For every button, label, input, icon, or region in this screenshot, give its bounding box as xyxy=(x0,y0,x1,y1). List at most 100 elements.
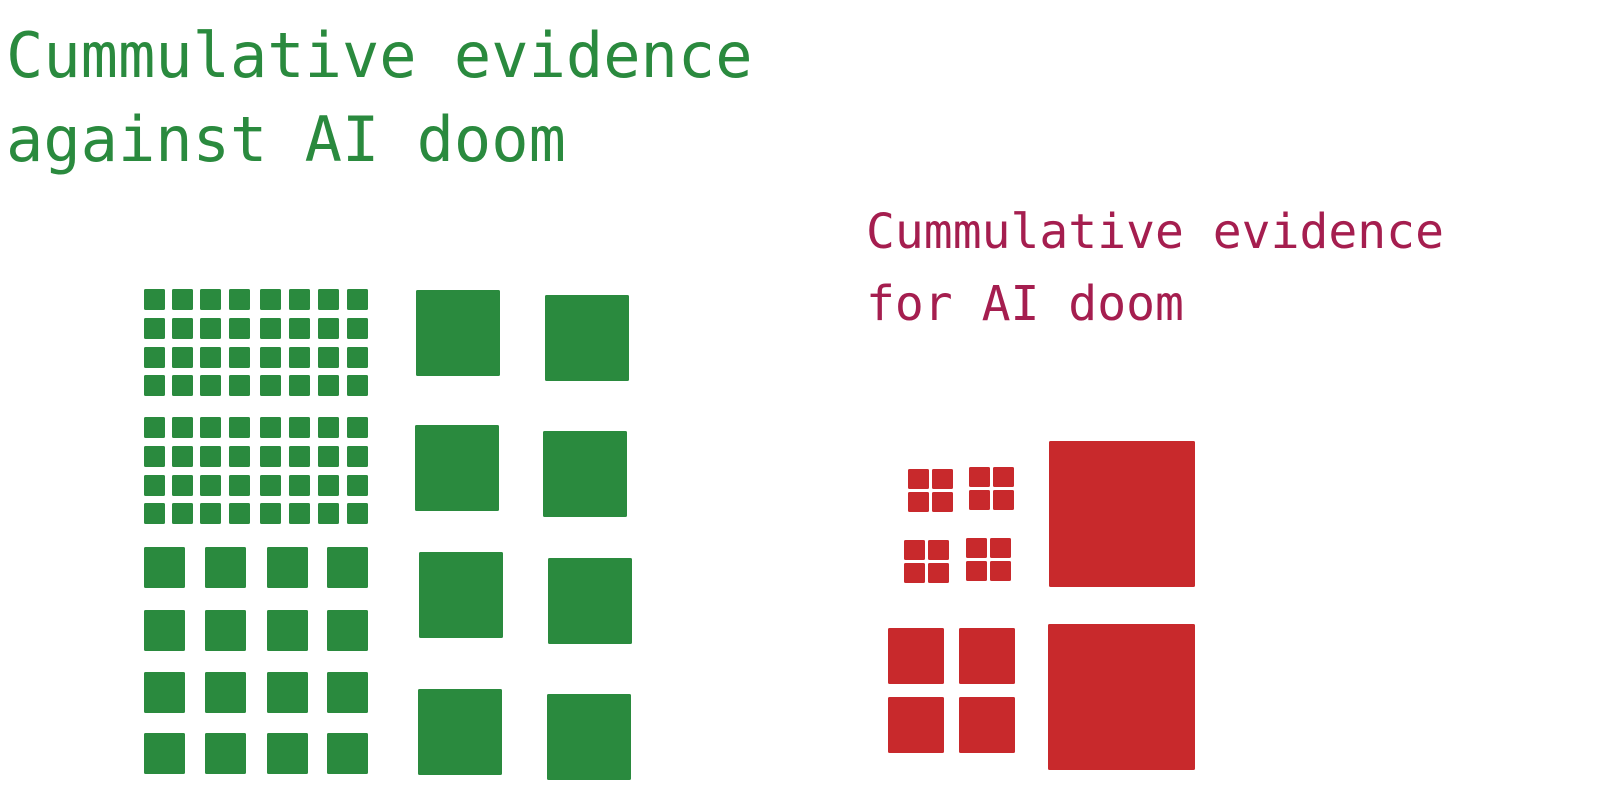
evidence-square-small xyxy=(267,672,308,713)
for-panel-title: Cummulative evidence for AI doom xyxy=(866,196,1444,340)
evidence-square-tiny xyxy=(347,446,368,467)
for-title-line-2: for AI doom xyxy=(866,276,1184,332)
evidence-square-medium xyxy=(547,694,631,780)
evidence-square-tiny xyxy=(200,446,221,467)
evidence-square-tiny xyxy=(172,503,193,524)
evidence-square-medium xyxy=(959,697,1015,753)
evidence-square-tiny xyxy=(260,417,281,438)
evidence-square-tiny xyxy=(172,417,193,438)
evidence-square-tiny xyxy=(172,318,193,339)
evidence-square-tiny xyxy=(347,318,368,339)
evidence-square-tiny xyxy=(172,375,193,396)
evidence-square-tiny xyxy=(318,347,339,368)
evidence-square-tiny xyxy=(200,289,221,310)
evidence-square-tiny xyxy=(200,503,221,524)
evidence-square-small xyxy=(144,733,185,774)
evidence-square-tiny xyxy=(260,375,281,396)
evidence-square-tiny xyxy=(260,503,281,524)
evidence-square-tiny xyxy=(200,375,221,396)
evidence-square-tiny xyxy=(347,375,368,396)
evidence-square-tiny xyxy=(347,503,368,524)
evidence-square-medium xyxy=(419,552,503,638)
evidence-square-tiny xyxy=(229,318,250,339)
evidence-square-tiny xyxy=(144,347,165,368)
evidence-square-tiny xyxy=(289,318,310,339)
against-title-line-1: Cummulative evidence xyxy=(6,19,753,92)
evidence-square-tiny xyxy=(200,475,221,496)
evidence-square-medium xyxy=(415,425,499,511)
evidence-square-medium xyxy=(959,628,1015,684)
evidence-square-tiny xyxy=(229,417,250,438)
evidence-square-medium xyxy=(548,558,632,644)
evidence-square-tiny xyxy=(229,375,250,396)
evidence-square-tiny xyxy=(318,318,339,339)
evidence-square-tiny xyxy=(318,417,339,438)
evidence-square-tiny xyxy=(966,538,987,558)
evidence-square-tiny xyxy=(172,475,193,496)
evidence-square-small xyxy=(327,610,368,651)
evidence-square-medium xyxy=(888,628,944,684)
evidence-square-tiny xyxy=(144,289,165,310)
evidence-square-tiny xyxy=(318,375,339,396)
evidence-square-tiny xyxy=(347,475,368,496)
evidence-square-medium xyxy=(545,295,629,381)
against-panel-title: Cummulative evidence against AI doom xyxy=(6,14,753,182)
evidence-square-tiny xyxy=(932,492,953,512)
evidence-square-small xyxy=(327,672,368,713)
evidence-square-tiny xyxy=(990,538,1011,558)
evidence-square-tiny xyxy=(318,503,339,524)
evidence-square-tiny xyxy=(990,561,1011,581)
evidence-square-tiny xyxy=(966,561,987,581)
evidence-square-small xyxy=(205,672,246,713)
evidence-square-tiny xyxy=(229,347,250,368)
evidence-square-tiny xyxy=(993,467,1014,487)
for-evidence-squares xyxy=(888,441,1195,770)
evidence-square-small xyxy=(144,672,185,713)
evidence-square-small xyxy=(205,610,246,651)
evidence-square-tiny xyxy=(318,475,339,496)
evidence-square-small xyxy=(327,547,368,588)
evidence-square-tiny xyxy=(260,318,281,339)
evidence-square-tiny xyxy=(904,563,925,583)
evidence-square-tiny xyxy=(229,475,250,496)
against-title-line-2: against AI doom xyxy=(6,103,566,176)
evidence-square-medium xyxy=(888,697,944,753)
evidence-square-tiny xyxy=(229,446,250,467)
evidence-square-tiny xyxy=(260,475,281,496)
evidence-square-tiny xyxy=(260,446,281,467)
evidence-square-tiny xyxy=(347,347,368,368)
evidence-square-tiny xyxy=(144,503,165,524)
evidence-square-tiny xyxy=(347,289,368,310)
evidence-square-tiny xyxy=(347,417,368,438)
evidence-square-tiny xyxy=(144,475,165,496)
evidence-square-medium xyxy=(416,290,500,376)
evidence-square-small xyxy=(144,547,185,588)
against-evidence-squares xyxy=(144,289,632,780)
evidence-square-small xyxy=(144,610,185,651)
evidence-square-tiny xyxy=(144,375,165,396)
evidence-square-tiny xyxy=(904,540,925,560)
evidence-square-tiny xyxy=(908,469,929,489)
evidence-square-medium xyxy=(543,431,627,517)
evidence-square-tiny xyxy=(928,563,949,583)
evidence-square-small xyxy=(267,733,308,774)
evidence-square-tiny xyxy=(318,446,339,467)
evidence-square-medium xyxy=(418,689,502,775)
evidence-square-tiny xyxy=(289,503,310,524)
evidence-square-tiny xyxy=(908,492,929,512)
evidence-square-tiny xyxy=(200,417,221,438)
evidence-square-tiny xyxy=(289,417,310,438)
evidence-square-tiny xyxy=(289,375,310,396)
evidence-square-small xyxy=(267,547,308,588)
evidence-square-small xyxy=(267,610,308,651)
evidence-square-tiny xyxy=(144,417,165,438)
evidence-square-tiny xyxy=(260,347,281,368)
evidence-square-tiny xyxy=(969,467,990,487)
evidence-square-small xyxy=(327,733,368,774)
evidence-square-tiny xyxy=(144,318,165,339)
evidence-square-tiny xyxy=(172,347,193,368)
evidence-square-tiny xyxy=(172,289,193,310)
evidence-square-small xyxy=(205,547,246,588)
evidence-square-tiny xyxy=(172,446,193,467)
